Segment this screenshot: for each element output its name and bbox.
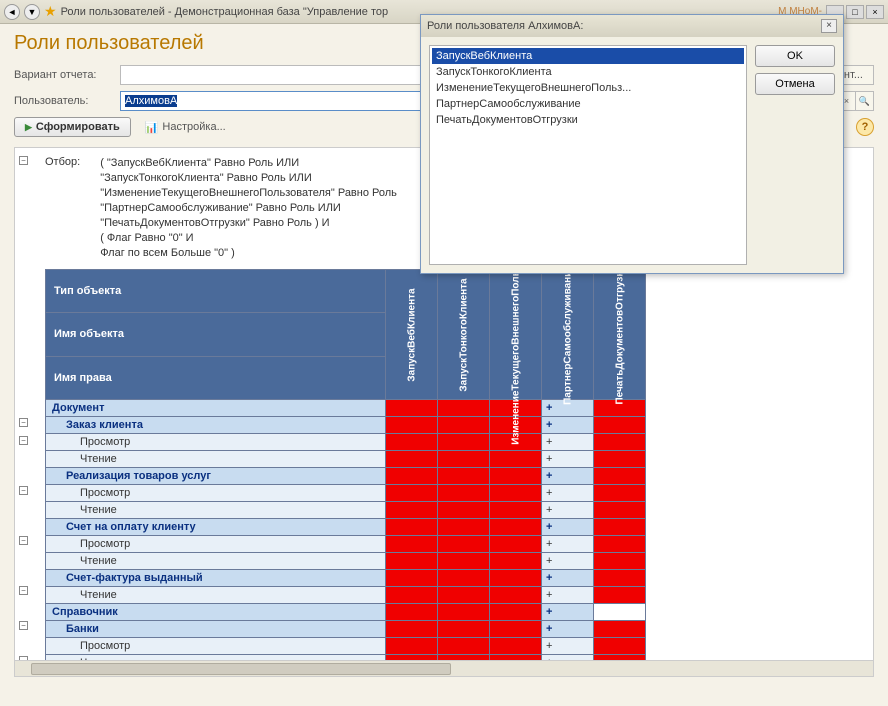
tree-toggle-icon[interactable]: − [19,536,28,545]
col-header-1: ЗапускТонкогоКлиента [438,270,490,400]
user-label: Пользователь: [14,95,114,107]
table-row: Реализация товаров услуг+ [46,468,646,485]
settings-button[interactable]: 📊 Настройка... [145,121,226,134]
horizontal-scrollbar[interactable] [15,660,873,676]
maximize-button[interactable]: □ [846,5,864,19]
filter-label: Отбор: [45,156,80,261]
table-row: Чтение+ [46,502,646,519]
list-item[interactable]: ПартнерСамообслуживание [432,96,744,112]
list-item[interactable]: ИзменениеТекущегоВнешнегоПольз... [432,80,744,96]
tree-toggle-icon[interactable]: − [19,621,28,630]
table-row: Чтение+ [46,553,646,570]
list-item[interactable]: ЗапускТонкогоКлиента [432,64,744,80]
tree-toggle-icon[interactable]: − [19,436,28,445]
table-row: Просмотр+ [46,485,646,502]
col-header-4: ПечатьДокументовОтгрузки [594,270,646,400]
table-row: Просмотр+ [46,638,646,655]
dialog-close-icon[interactable]: × [821,19,837,33]
header-name: Имя объекта [46,313,386,356]
table-row: Документ+ [46,400,646,417]
list-item[interactable]: ЗапускВебКлиента [432,48,744,64]
generate-button[interactable]: Сформировать [14,117,131,137]
table-row: Заказ клиента+ [46,417,646,434]
back-button[interactable]: ◄ [4,4,20,20]
col-header-3: ПартнерСамообслуживание [542,270,594,400]
fwd-button[interactable]: ▼ [24,4,40,20]
favorite-icon[interactable]: ★ [44,3,57,20]
tree-toggle-icon[interactable]: − [19,586,28,595]
filter-text: ( "ЗапускВебКлиента" Равно Роль ИЛИ"Запу… [100,156,397,261]
table-row: Просмотр+ [46,434,646,451]
table-row: Счет-фактура выданный+ [46,570,646,587]
list-item[interactable]: ПечатьДокументовОтгрузки [432,112,744,128]
table-row: Просмотр+ [46,536,646,553]
table-row: Чтение+ [46,451,646,468]
table-row: Справочник+ [46,604,646,621]
col-header-0: ЗапускВебКлиента [386,270,438,400]
table-row: Чтение+ [46,587,646,604]
header-right: Имя права [46,356,386,399]
close-button[interactable]: × [866,5,884,19]
table-row: Счет на оплату клиенту+ [46,519,646,536]
tree-toggle-icon[interactable]: − [19,486,28,495]
ok-button[interactable]: OK [755,45,835,67]
col-header-2: ИзменениеТекущегоВнешнегоПользователя [490,270,542,400]
tree-toggle-icon[interactable]: − [19,418,28,427]
roles-dialog: Роли пользователя АлхимовА: × ЗапускВебК… [420,14,844,274]
cancel-button[interactable]: Отмена [755,73,835,95]
report-grid: Тип объекта ЗапускВебКлиента ЗапускТонко… [45,269,646,677]
tree-toggle-icon[interactable]: − [19,156,28,165]
search-icon[interactable]: 🔍 [856,91,874,111]
variant-label: Вариант отчета: [14,69,114,81]
help-icon[interactable]: ? [856,118,874,136]
table-row: Банки+ [46,621,646,638]
header-type: Тип объекта [46,270,386,313]
dialog-title: Роли пользователя АлхимовА: [427,20,821,32]
roles-list[interactable]: ЗапускВебКлиентаЗапускТонкогоКлиентаИзме… [429,45,747,265]
